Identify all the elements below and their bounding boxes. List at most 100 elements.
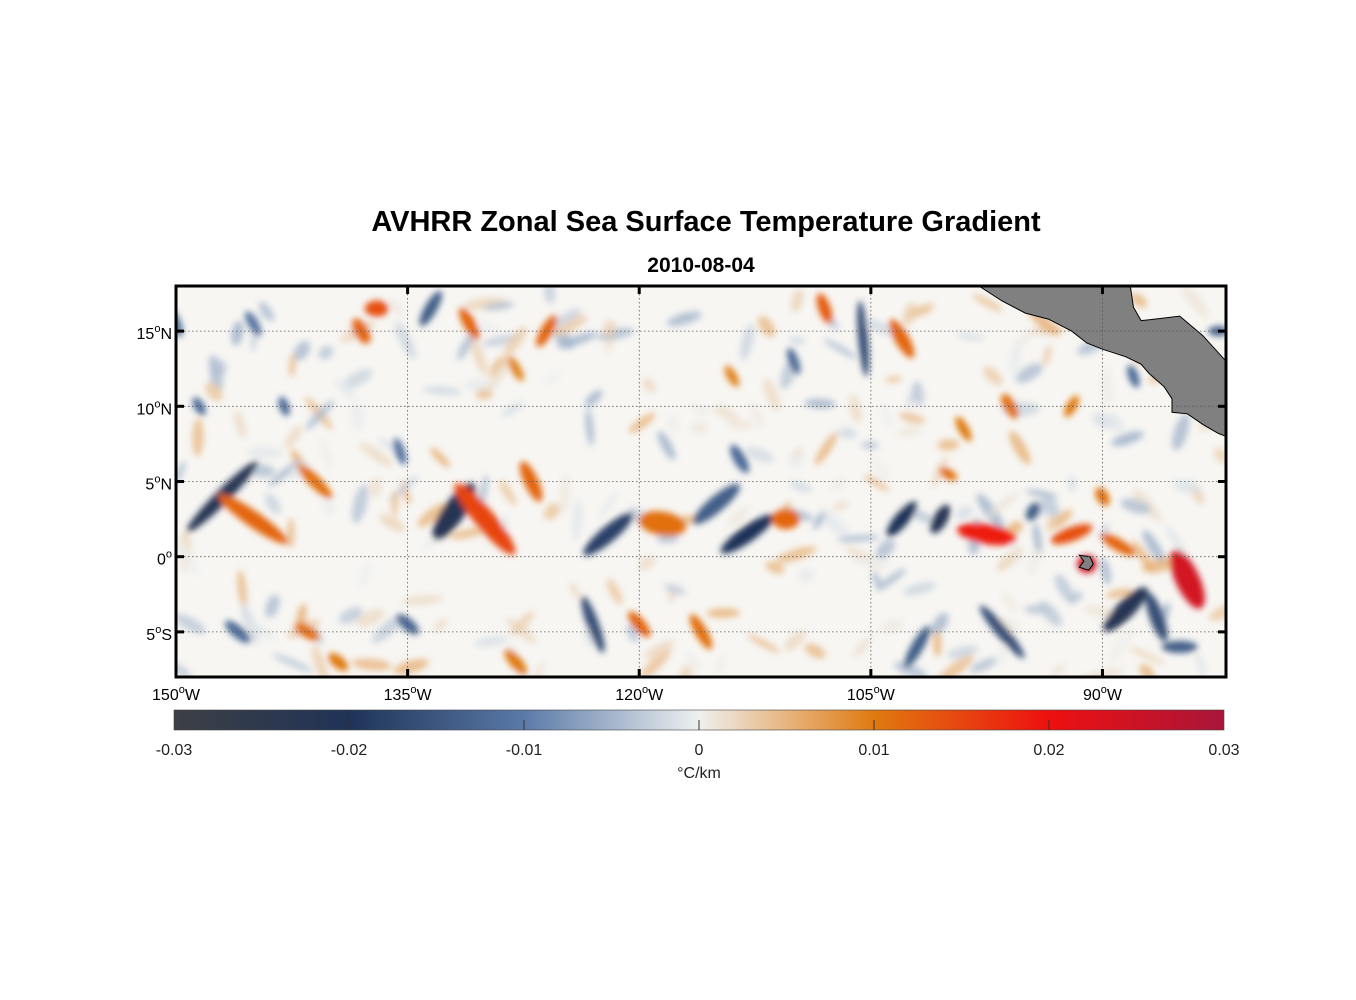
gradient-texture (311, 644, 329, 677)
gradient-texture (369, 477, 383, 498)
gradient-feature (627, 611, 651, 638)
gradient-texture (469, 335, 488, 376)
gradient-texture (559, 474, 571, 513)
gradient-texture (1015, 363, 1043, 383)
gradient-texture (765, 561, 785, 574)
gradient-texture (192, 418, 204, 457)
gradient-texture (691, 405, 712, 415)
gradient-texture (690, 421, 710, 435)
gradient-feature (638, 511, 687, 537)
gradient-feature (955, 416, 972, 442)
gradient-texture (868, 458, 890, 480)
gradient-texture (860, 441, 879, 450)
gradient-texture (320, 437, 332, 471)
gradient-texture (797, 568, 815, 583)
gradient-texture (740, 323, 755, 361)
gradient-texture (433, 618, 448, 632)
gradient-texture (176, 613, 206, 634)
gradient-feature (939, 467, 958, 481)
gradient-texture (875, 568, 906, 591)
map-area: 150oW 135oW 120oW 105oW 90oW 15oN 10oN 5oN 0o 5oS (137, 284, 1228, 704)
land-central-america (977, 286, 1226, 437)
lon-tick-label: 135oW (384, 684, 433, 704)
gradient-texture (498, 479, 517, 506)
gradient-texture (790, 289, 804, 313)
gradient-texture (350, 400, 365, 431)
gradient-texture (268, 459, 301, 487)
gradient-texture (903, 581, 936, 596)
gradient-texture (569, 582, 580, 599)
gradient-texture (626, 624, 639, 643)
gradient-texture (789, 336, 806, 345)
gradient-texture (210, 355, 218, 387)
gradient-texture (357, 608, 385, 627)
gradient-feature (979, 605, 1025, 659)
gradient-texture (585, 408, 594, 447)
gradient-texture (1042, 344, 1052, 366)
gradient-texture (322, 498, 335, 516)
gradient-texture (359, 442, 393, 467)
gradient-feature (583, 512, 634, 556)
gradient-texture (983, 366, 1003, 386)
gradient-texture (379, 513, 406, 532)
gradient-texture (657, 431, 676, 461)
gradient-texture (1050, 509, 1073, 529)
gradient-feature (930, 504, 951, 534)
gradient-texture (531, 661, 545, 677)
gradient-texture (937, 439, 960, 451)
colorbar-tick-label: 0 (695, 742, 704, 759)
gradient-feature (957, 522, 1017, 546)
gradient-feature (1170, 549, 1205, 609)
gradient-texture (393, 658, 429, 675)
gradient-texture (510, 611, 535, 636)
gradient-texture (249, 464, 275, 478)
gradient-texture (305, 400, 335, 430)
gradient-texture (231, 320, 244, 346)
gradient-feature (458, 307, 480, 340)
gradient-texture (628, 412, 656, 433)
gradient-texture (293, 340, 311, 361)
gradient-texture (910, 303, 934, 317)
gradient-texture (176, 461, 186, 486)
gradient-texture (482, 334, 521, 347)
gradient-texture (750, 402, 764, 428)
gradient-texture (234, 410, 247, 439)
gradient-texture (1173, 479, 1201, 494)
gradient-texture (176, 662, 191, 677)
gradient-texture (1019, 329, 1033, 346)
gradient-texture (1009, 430, 1031, 465)
lat-tick-label: 5oS (146, 624, 172, 644)
gradient-texture (804, 643, 826, 659)
gradient-texture (642, 377, 656, 393)
gradient-feature (886, 501, 917, 537)
gradient-texture (848, 394, 862, 424)
gradient-texture (664, 583, 686, 596)
gradient-feature (786, 347, 801, 375)
gradient-texture (713, 404, 740, 423)
gradient-feature (692, 483, 740, 525)
gradient-texture (871, 571, 883, 589)
gradient-texture (1032, 522, 1042, 554)
gradient-texture (475, 388, 493, 400)
gradient-texture (988, 492, 1019, 517)
gradient-texture (875, 539, 895, 559)
gradient-feature (1103, 587, 1148, 632)
gradient-texture (553, 315, 588, 337)
gradient-texture (388, 298, 404, 317)
gradient-texture (727, 506, 750, 527)
gradient-feature (364, 300, 389, 317)
gradient-texture (237, 569, 247, 608)
colorbar-tick-label: -0.01 (506, 742, 543, 759)
gradient-feature (1100, 533, 1136, 556)
gradient-feature (393, 438, 407, 465)
land-galapagos (1078, 554, 1094, 571)
gradient-texture (456, 333, 475, 361)
gradient-texture (902, 302, 917, 327)
gradient-texture (343, 368, 373, 389)
gradient-feature (1025, 502, 1041, 521)
gradient-texture (391, 490, 399, 516)
gradient-texture (338, 607, 363, 624)
gradient-texture (1130, 292, 1148, 308)
gradient-texture (243, 619, 277, 640)
gradient-texture (1214, 447, 1226, 463)
